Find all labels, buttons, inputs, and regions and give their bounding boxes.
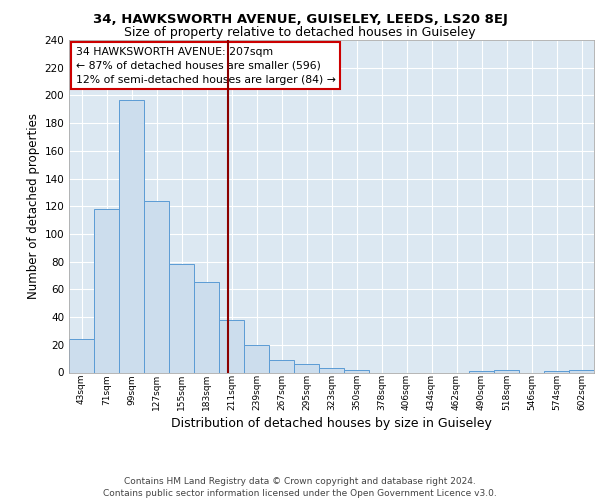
Y-axis label: Number of detached properties: Number of detached properties: [27, 114, 40, 299]
Bar: [494, 370, 519, 372]
Bar: [269, 360, 294, 372]
Bar: [119, 100, 144, 372]
Bar: [169, 264, 194, 372]
Bar: [244, 345, 269, 372]
Bar: [194, 282, 219, 372]
Bar: [144, 200, 169, 372]
Bar: [219, 320, 244, 372]
Text: 34 HAWKSWORTH AVENUE: 207sqm
← 87% of detached houses are smaller (596)
12% of s: 34 HAWKSWORTH AVENUE: 207sqm ← 87% of de…: [76, 46, 336, 84]
X-axis label: Distribution of detached houses by size in Guiseley: Distribution of detached houses by size …: [171, 417, 492, 430]
Bar: [69, 339, 94, 372]
Text: Size of property relative to detached houses in Guiseley: Size of property relative to detached ho…: [124, 26, 476, 39]
Text: 34, HAWKSWORTH AVENUE, GUISELEY, LEEDS, LS20 8EJ: 34, HAWKSWORTH AVENUE, GUISELEY, LEEDS, …: [92, 12, 508, 26]
Bar: [294, 364, 319, 372]
Bar: [94, 209, 119, 372]
Bar: [344, 370, 369, 372]
Bar: [569, 370, 594, 372]
Bar: [319, 368, 344, 372]
Bar: [544, 371, 569, 372]
Bar: [469, 371, 494, 372]
Text: Contains HM Land Registry data © Crown copyright and database right 2024.
Contai: Contains HM Land Registry data © Crown c…: [103, 476, 497, 498]
